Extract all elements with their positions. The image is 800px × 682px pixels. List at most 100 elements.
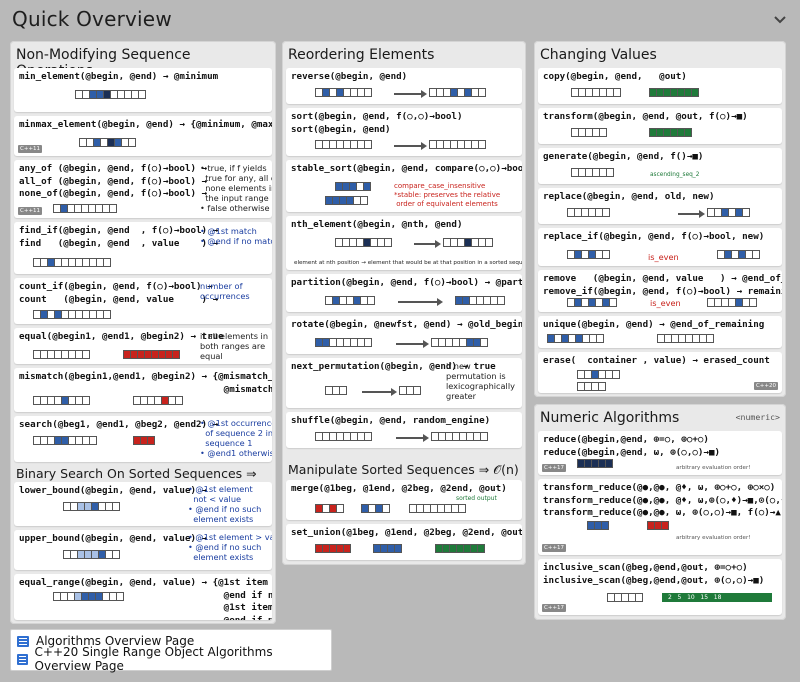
note-search: • @1st occurrence of sequence 2 inside s…: [200, 418, 272, 458]
link-label: C++20 Single Range Object Algorithms Ove…: [34, 645, 273, 673]
sig-unique: unique(@begin, @end) → @end_of_remaining: [543, 319, 765, 330]
card-unique[interactable]: unique(@begin, @end) → @end_of_remaining: [538, 316, 782, 348]
note-equal: if all elements in both ranges are equal: [200, 331, 269, 361]
link-cpp20-overview[interactable]: C++20 Single Range Object Algorithms Ove…: [17, 645, 325, 673]
cpp-badge: C++17: [542, 604, 567, 612]
sig-nth-element: nth_element(@begin, @nth, @end): [291, 219, 463, 230]
list-icon: [17, 635, 29, 647]
card-find[interactable]: find_if(@begin, @end , f(○)→bool) → find…: [14, 222, 272, 274]
sig-erase: erase( container , value) → erased_count: [543, 355, 770, 366]
card-remove[interactable]: remove (@begin, @end, value ) → @end_of_…: [538, 270, 782, 312]
sig-remove: remove (@begin, @end, value ) → @end_of_…: [543, 273, 782, 297]
card-equal-range[interactable]: equal_range(@begin, @end, value) → {@1st…: [14, 574, 272, 620]
sig-lower-bound: lower_bound(@begin, @end, value) →: [19, 485, 208, 496]
card-shuffle[interactable]: shuffle(@begin, @end, random_engine): [286, 412, 522, 448]
note-stable-sort: compare_case_insensitive *stable: preser…: [394, 182, 501, 208]
note-upper-bound: • @1st element > value • @end if no such…: [188, 532, 272, 562]
note-replace-if: is_even: [648, 252, 679, 262]
card-transform-reduce[interactable]: transform_reduce(@●,@●, @♦, ω, ⊕○+○, ⊕○×…: [538, 479, 782, 555]
card-upper-bound[interactable]: upper_bound(@begin, @end, value) → • @1s…: [14, 530, 272, 570]
note-reduce: arbitrary evaluation order!: [676, 465, 751, 471]
reorder-title: Reordering Elements: [288, 47, 435, 63]
sig-transform-reduce: transform_reduce(@●,@●, @♦, ω, ⊕○+○, ⊕○×…: [543, 482, 782, 518]
note-lower-bound: • @1st element not < value • @end if no …: [188, 484, 262, 524]
sig-merge: merge(@1beg, @1end, @2beg, @2end, @out): [291, 483, 507, 494]
sig-find: find_if(@begin, @end , f(○)→bool) → find…: [19, 225, 219, 249]
note-count: number of occurrences: [200, 281, 250, 301]
note-any-all-none: • true, if f yields true for any, all or…: [200, 163, 272, 213]
card-equal[interactable]: equal(@begin1, @end1, @begin2) → true if…: [14, 328, 272, 364]
card-search[interactable]: search(@beg1, @end1, @beg2, @end2) → • @…: [14, 416, 272, 462]
card-reverse[interactable]: reverse(@begin, @end): [286, 68, 522, 104]
numeric-title: Numeric Algorithms: [540, 410, 680, 426]
sig-upper-bound: upper_bound(@begin, @end, value) →: [19, 533, 208, 544]
sig-reduce: reduce(@begin,@end, ⊕=○, ⊕○+○) reduce(@b…: [543, 434, 721, 458]
sig-replace-if: replace_if(@begin, @end, f(○)→bool, new): [543, 231, 765, 242]
sig-stable-sort: stable_sort(@begin, @end, compare(○,○)→b…: [291, 163, 522, 174]
nonmod-column: Non-Modifying Sequence Operations min_el…: [10, 41, 276, 624]
manipulate-sorted-title: Manipulate Sorted Sequences ⇒ 𝒪(n): [288, 462, 519, 477]
card-merge[interactable]: merge(@1beg, @1end, @2beg, @2end, @out) …: [286, 480, 522, 520]
card-reduce[interactable]: reduce(@begin,@end, ⊕=○, ⊕○+○) reduce(@b…: [538, 431, 782, 475]
link-label: Algorithms Overview Page: [36, 634, 195, 648]
card-stable-sort[interactable]: stable_sort(@begin, @end, compare(○,○)→b…: [286, 160, 522, 212]
note-find: • @1st match • @end if no match: [200, 226, 272, 246]
note-transform-reduce: arbitrary evaluation order!: [676, 535, 751, 541]
card-transform[interactable]: transform(@begin, @end, @out, f(○)→■): [538, 108, 782, 144]
sig-sort: sort(@begin, @end, f(○,○)→bool) sort(@be…: [291, 111, 463, 135]
sig-transform: transform(@begin, @end, @out, f(○)→■): [543, 111, 748, 122]
card-next-permutation[interactable]: next_permutation(@begin, @end) → true if…: [286, 358, 522, 408]
sig-equal-range: equal_range(@begin, @end, value) → {@1st…: [19, 577, 272, 620]
note-next-permutation: if new permutation is lexicographically …: [446, 361, 515, 401]
link-algorithms-overview[interactable]: Algorithms Overview Page: [17, 632, 325, 650]
card-lower-bound[interactable]: lower_bound(@begin, @end, value) → • @1s…: [14, 482, 272, 526]
sig-min-element: min_element(@begin, @end) → @minimum: [19, 71, 219, 82]
card-inclusive-scan[interactable]: inclusive_scan(@beg,@end,@out, ⊕=○+○) in…: [538, 559, 782, 615]
note-inclusive-scan: 2 5 10 15 18: [668, 594, 722, 601]
note-merge: sorted output: [456, 495, 497, 502]
card-replace[interactable]: replace(@begin, @end, old, new): [538, 188, 782, 224]
sig-shuffle: shuffle(@begin, @end, random_engine): [291, 415, 491, 426]
card-set-union[interactable]: set_union(@1beg, @1end, @2beg, @2end, @o…: [286, 524, 522, 560]
cpp-badge: C++11: [18, 207, 43, 215]
card-rotate[interactable]: rotate(@begin, @newfst, @end) → @old_beg…: [286, 316, 522, 354]
card-minmax-element[interactable]: minmax_element(@begin, @end) → {@minimum…: [14, 116, 272, 156]
card-sort[interactable]: sort(@begin, @end, f(○,○)→bool) sort(@be…: [286, 108, 522, 156]
list-icon: [17, 653, 28, 665]
card-partition[interactable]: partition(@begin, @end, f(○)→bool) → @pa…: [286, 274, 522, 312]
sig-minmax-element: minmax_element(@begin, @end) → {@minimum…: [19, 119, 272, 130]
card-any-all-none[interactable]: any_of (@begin, @end, f(○)→bool) → all_o…: [14, 160, 272, 218]
note-remove: is_even: [650, 298, 681, 308]
chevron-down-icon[interactable]: [772, 11, 788, 27]
cpp-badge: C++17: [542, 464, 567, 472]
card-generate[interactable]: generate(@begin, @end, f()→■) ascending_…: [538, 148, 782, 184]
changing-column: Changing Values copy(@begin, @end, @out)…: [534, 41, 786, 397]
sig-count: count_if(@begin, @end, f(○)→bool) → coun…: [19, 281, 219, 305]
sig-any-all-none: any_of (@begin, @end, f(○)→bool) → all_o…: [19, 163, 208, 199]
sig-next-permutation: next_permutation(@begin, @end) → true: [291, 361, 496, 372]
card-copy[interactable]: copy(@begin, @end, @out): [538, 68, 782, 104]
cpp-badge: C++17: [542, 544, 567, 552]
card-replace-if[interactable]: replace_if(@begin, @end, f(○)→bool, new)…: [538, 228, 782, 266]
cpp-badge: C++11: [18, 145, 43, 153]
changing-title: Changing Values: [540, 47, 657, 63]
page-title: Quick Overview: [12, 7, 172, 31]
card-count[interactable]: count_if(@begin, @end, f(○)→bool) → coun…: [14, 278, 272, 324]
note-nth-element: element at nth position → element that w…: [294, 260, 522, 266]
note-generate: ascending_seq_2: [650, 172, 700, 178]
card-mismatch[interactable]: mismatch(@begin1,@end1, @begin2) → {@mis…: [14, 368, 272, 412]
sig-search: search(@beg1, @end1, @beg2, @end2) →: [19, 419, 219, 430]
sig-partition: partition(@begin, @end, f(○)→bool) → @pa…: [291, 277, 522, 288]
card-erase[interactable]: erase( container , value) → erased_count…: [538, 352, 782, 393]
card-nth-element[interactable]: nth_element(@begin, @nth, @end) element …: [286, 216, 522, 270]
sig-replace: replace(@begin, @end, old, new): [543, 191, 715, 202]
sig-inclusive-scan: inclusive_scan(@beg,@end,@out, ⊕=○+○) in…: [543, 562, 765, 586]
card-min-element[interactable]: min_element(@begin, @end) → @minimum: [14, 68, 272, 112]
sig-set-union: set_union(@1beg, @1end, @2beg, @2end, @o…: [291, 527, 522, 538]
header-bar: Quick Overview: [0, 0, 800, 38]
numeric-column: Numeric Algorithms <numeric> reduce(@beg…: [534, 404, 786, 620]
sig-equal: equal(@begin1, @end1, @begin2) → true: [19, 331, 224, 342]
overview-links: Algorithms Overview Page C++20 Single Ra…: [10, 629, 332, 673]
sig-reverse: reverse(@begin, @end): [291, 71, 408, 82]
